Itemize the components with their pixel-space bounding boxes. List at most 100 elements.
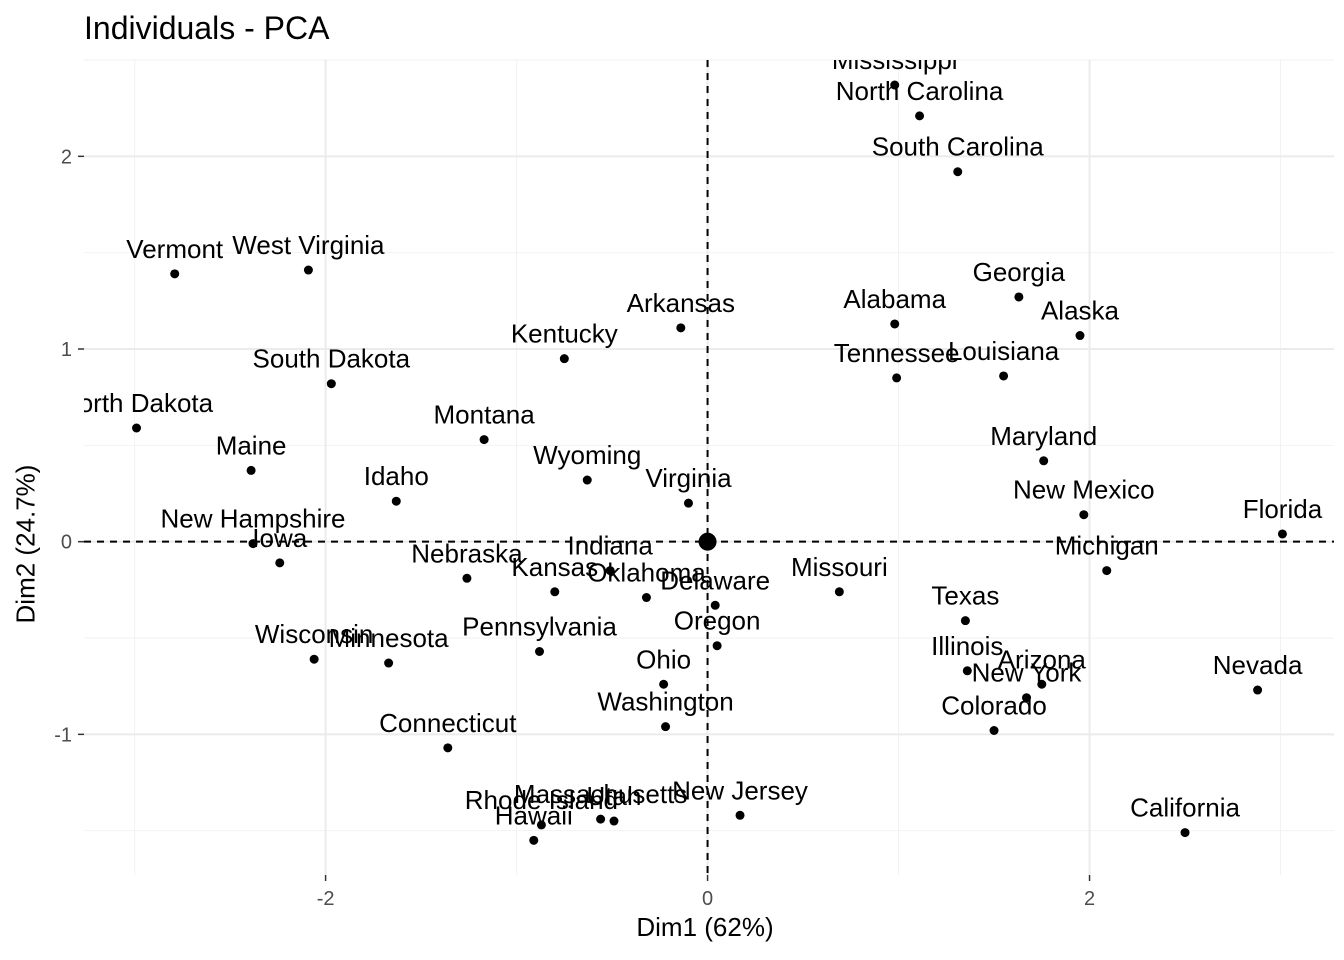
data-point: [676, 323, 686, 333]
x-tick-label: 2: [1084, 888, 1095, 910]
point-label: Mississippi: [832, 45, 958, 75]
point-label: Minnesota: [329, 623, 449, 653]
y-tick-label: 1: [61, 339, 72, 361]
y-tick-label: 0: [61, 532, 72, 554]
data-point: [683, 498, 693, 508]
data-point: [303, 265, 313, 275]
data-point: [915, 111, 925, 121]
x-tick-label: -2: [317, 888, 335, 910]
point-label: Maine: [216, 430, 287, 460]
point-label: Louisiana: [948, 336, 1060, 366]
data-point: [605, 566, 615, 576]
data-point: [659, 679, 669, 689]
data-point: [1102, 566, 1112, 576]
y-tick-label: 2: [61, 146, 72, 168]
point-label: Connecticut: [379, 708, 517, 738]
point-label: Delaware: [660, 565, 770, 595]
data-point: [962, 666, 972, 676]
chart-title: Individuals - PCA: [84, 10, 330, 46]
data-point: [170, 269, 180, 279]
point-label: North Carolina: [836, 76, 1004, 106]
point-label: Idaho: [364, 461, 429, 491]
point-label: Vermont: [126, 234, 224, 264]
data-point: [596, 814, 606, 824]
point-label: Alabama: [843, 284, 946, 314]
data-point: [641, 593, 651, 603]
point-label: Virginia: [645, 463, 732, 493]
point-label: Ohio: [636, 644, 691, 674]
data-point: [479, 435, 489, 445]
point-label: Pennsylvania: [462, 612, 617, 642]
data-point: [892, 373, 902, 383]
data-point: [1180, 828, 1190, 838]
data-point: [735, 810, 745, 820]
point-label: Texas: [931, 581, 999, 611]
point-label: Rhode Island: [465, 785, 618, 815]
point-label: Nebraska: [411, 538, 523, 568]
point-label: Arkansas: [627, 288, 735, 318]
data-point: [535, 647, 545, 657]
y-tick-label: -1: [54, 724, 72, 746]
data-point: [661, 722, 671, 732]
data-point: [1037, 679, 1047, 689]
data-point: [1277, 529, 1287, 539]
data-point: [999, 371, 1009, 381]
point-label: Indiana: [568, 531, 654, 561]
data-point: [989, 725, 999, 735]
point-label: Oregon: [674, 606, 761, 636]
point-label: California: [1130, 793, 1240, 823]
data-point: [536, 820, 546, 830]
point-label: South Dakota: [253, 344, 411, 374]
point-label: New Jersey: [672, 775, 808, 805]
data-point: [710, 600, 720, 610]
data-point: [1075, 331, 1085, 341]
data-point: [609, 816, 619, 826]
x-axis-label: Dim1 (62%): [636, 912, 774, 942]
point-label: Arizona: [998, 644, 1087, 674]
data-point: [246, 465, 256, 475]
data-point: [275, 558, 285, 568]
point-label: New York: [972, 658, 1083, 688]
data-point: [890, 80, 900, 90]
data-point: [559, 354, 569, 364]
point-label: Alaska: [1041, 296, 1120, 326]
y-axis-label: Dim2 (24.7%): [10, 464, 41, 624]
data-point: [582, 475, 592, 485]
data-point: [326, 379, 336, 389]
point-label: Maryland: [990, 421, 1097, 451]
point-label: Georgia: [973, 257, 1066, 287]
origin-marker: [698, 532, 717, 551]
point-label: Illinois: [931, 631, 1003, 661]
point-label: Utah: [587, 781, 642, 811]
data-point: [550, 587, 560, 597]
data-point: [890, 319, 900, 329]
data-point: [1253, 685, 1263, 695]
point-label: Wyoming: [533, 440, 641, 470]
data-point: [953, 167, 963, 177]
point-label: Oklahoma: [587, 558, 706, 588]
data-point: [1022, 693, 1032, 703]
point-label: Michigan: [1055, 531, 1159, 561]
point-label: Montana: [434, 400, 536, 430]
data-point: [1079, 510, 1089, 520]
data-point: [132, 423, 142, 433]
point-label: South Carolina: [872, 132, 1045, 162]
data-point: [309, 654, 319, 664]
point-label: Nevada: [1213, 650, 1303, 680]
data-point: [443, 743, 453, 753]
x-tick-label: 0: [702, 888, 713, 910]
point-label: Colorado: [941, 690, 1047, 720]
data-point: [391, 496, 401, 506]
data-point: [960, 616, 970, 626]
point-label: New Hampshire: [161, 504, 346, 534]
point-label: Missouri: [791, 552, 888, 582]
data-point: [712, 641, 722, 651]
data-point: [1014, 292, 1024, 302]
point-label: Florida: [1243, 494, 1323, 524]
data-point: [384, 658, 394, 668]
point-label: New Mexico: [1013, 475, 1155, 505]
data-point: [834, 587, 844, 597]
